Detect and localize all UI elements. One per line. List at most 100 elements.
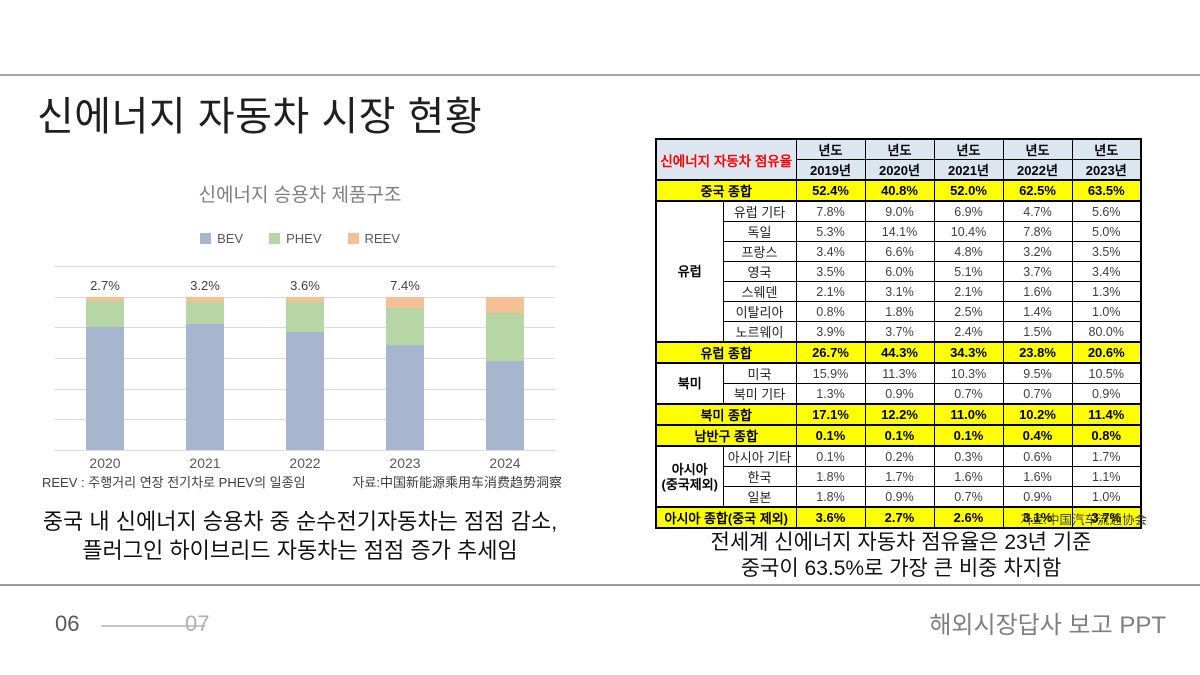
table-year-header: 년도: [933, 138, 1004, 160]
table-total-value: 3.1%: [1002, 506, 1073, 529]
table-row-label: 유럽 기타: [722, 200, 797, 222]
table-region-group: 아시아 (중국제외): [655, 445, 724, 508]
table-cell-value: 5.1%: [933, 261, 1004, 282]
table-cell-value: 2.4%: [933, 321, 1004, 343]
table-cell-value: 0.9%: [1071, 383, 1142, 405]
table-cell-value: 0.7%: [1002, 383, 1073, 405]
table-region-group: 북미: [655, 362, 724, 405]
table-cell-value: 1.8%: [864, 301, 935, 322]
table-cell-value: 1.7%: [1071, 445, 1142, 467]
bottom-divider: [0, 584, 1200, 586]
table-total-value: 2.6%: [933, 506, 1004, 529]
table-cell-value: 0.7%: [933, 486, 1004, 508]
table-cell-value: 3.7%: [1002, 261, 1073, 282]
stacked-bar: [486, 296, 524, 450]
table-year-header: 년도: [1071, 138, 1142, 160]
table-cell-value: 7.8%: [795, 200, 866, 222]
x-axis-label: 2024: [489, 455, 521, 471]
bar-slot: 58.2%31.4%10.5%: [455, 266, 555, 450]
table-year-header: 년도: [1002, 138, 1073, 160]
table-total-value: 0.1%: [933, 424, 1004, 447]
gridline: [55, 450, 555, 451]
legend-swatch-icon: [200, 233, 212, 244]
table-total-value: 0.1%: [864, 424, 935, 447]
bar-segment-bev: [86, 326, 124, 450]
table-row: 아시아 종합(중국 제외) 3.6% 2.7% 2.6% 3.1% 3.7%: [655, 506, 1142, 529]
bar-value-label: 3.2%: [190, 277, 220, 293]
table-total-value: 11.0%: [933, 403, 1004, 426]
chart-notes: REEV : 주행거리 연장 전기차로 PHEV의 일종임 자료:中国新能源乘用…: [42, 472, 562, 491]
legend-label: BEV: [217, 231, 244, 246]
table-total-value: 3.6%: [795, 506, 866, 529]
table-row-label: 북미 기타: [722, 383, 797, 405]
table-total-value: 40.8%: [864, 179, 935, 202]
table-cell-value: 5.3%: [795, 221, 866, 242]
table-cell-value: 1.7%: [864, 466, 935, 487]
table-cell-value: 3.4%: [795, 241, 866, 262]
legend-swatch-icon: [269, 233, 281, 244]
chart-title: 신에너지 승용차 제품구조: [198, 185, 402, 206]
table-row-label: 아시아 기타: [722, 445, 797, 467]
bar-segment-phev: [286, 302, 324, 333]
table-total-value: 0.8%: [1071, 424, 1142, 447]
table-total-value: 63.5%: [1071, 179, 1142, 202]
bar-segment-bev: [386, 344, 424, 450]
stacked-bar: [86, 296, 124, 450]
table-cell-value: 1.0%: [1071, 301, 1142, 322]
stacked-bar: [386, 296, 424, 450]
table-cell-value: 10.3%: [933, 362, 1004, 384]
table-cell-value: 5.0%: [1071, 221, 1142, 242]
bars: 80.3%17.0%2.7%81.9%14.9%3.2%76.9%19.4%3.…: [55, 266, 555, 450]
table-cell-value: 1.3%: [795, 383, 866, 405]
table-row-label: 이탈리아: [722, 301, 797, 322]
bar-slot: 81.9%14.9%3.2%: [155, 266, 255, 450]
table-cell-value: 3.2%: [1002, 241, 1073, 262]
table-cell-value: 4.7%: [1002, 200, 1073, 222]
bar-segment-reev: [286, 296, 324, 303]
table-cell-value: 0.2%: [864, 445, 935, 467]
bar-segment-bev: [486, 360, 524, 450]
table-year-value: 2020년: [864, 159, 935, 181]
table-cell-value: 0.9%: [864, 383, 935, 405]
chart-footnote: REEV : 주행거리 연장 전기차로 PHEV의 일종임: [42, 475, 306, 490]
table-cell-value: 1.6%: [933, 466, 1004, 487]
table-cell-value: 0.3%: [933, 445, 1004, 467]
chart-x-axis: 2020 2021 2022 2023 2024: [55, 455, 555, 471]
table-cell-value: 0.9%: [864, 486, 935, 508]
bar-segment-bev: [286, 332, 324, 450]
legend-item: BEV: [200, 231, 243, 246]
table-cell-value: 0.9%: [1002, 486, 1073, 508]
legend-label: REEV: [364, 231, 400, 246]
bar-value-label: 2.7%: [90, 277, 120, 293]
table-row: 프랑스 3.4% 6.6% 4.8% 3.2% 3.5%: [656, 241, 1142, 262]
table-row: 유럽 종합 26.7% 44.3% 34.3% 23.8% 20.6%: [655, 341, 1142, 364]
deck-title: 해외시장답사 보고 PPT: [929, 612, 1166, 639]
table-cell-value: 80.0%: [1071, 321, 1142, 343]
table-cell-value: 0.8%: [795, 301, 866, 322]
table-row: 유럽 유럽 기타 7.8% 9.0% 6.9% 4.7% 5.6%: [655, 200, 1142, 343]
table-row-label: 영국: [722, 261, 797, 282]
x-axis-label: 2020: [89, 455, 121, 471]
table-cell-value: 1.1%: [1071, 466, 1142, 487]
table-cell-value: 0.7%: [933, 383, 1004, 405]
table-year-header: 년도: [795, 138, 866, 160]
table-region-group: 유럽: [655, 200, 724, 343]
table-cell-value: 1.8%: [795, 466, 866, 487]
table-row: 일본 1.8% 0.9% 0.7% 0.9% 1.0%: [656, 486, 1142, 508]
table-total-label: 아시아 종합(중국 제외): [655, 506, 797, 529]
bar-value-label: 3.6%: [290, 277, 320, 293]
page-number-current: 06: [55, 611, 80, 636]
table-total-value: 44.3%: [864, 341, 935, 364]
bar-slot: 80.3%17.0%2.7%: [55, 266, 155, 450]
table-total-label: 남반구 종합: [655, 424, 797, 447]
stacked-bar: [186, 296, 224, 450]
table-cell-value: 6.6%: [864, 241, 935, 262]
table-total-value: 10.2%: [1002, 403, 1073, 426]
table-cell-value: 2.1%: [795, 281, 866, 302]
table-row-label: 노르웨이: [722, 321, 797, 343]
page-number-divider: [101, 625, 205, 627]
bar-segment-reev: [486, 296, 524, 313]
table-row-label: 독일: [722, 221, 797, 242]
bar-segment-reev: [86, 296, 124, 301]
